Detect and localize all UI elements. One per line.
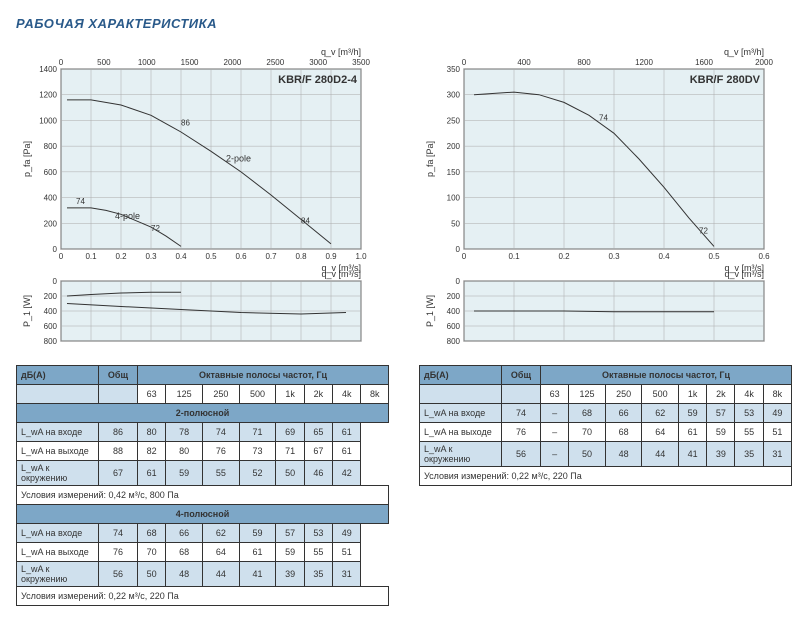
svg-text:0.6: 0.6 (235, 252, 247, 261)
svg-text:p_fa [Pa]: p_fa [Pa] (22, 141, 32, 177)
svg-text:q_v [m³/h]: q_v [m³/h] (321, 47, 361, 57)
svg-text:72: 72 (151, 224, 160, 233)
svg-text:74: 74 (76, 197, 85, 206)
svg-text:300: 300 (447, 91, 461, 100)
svg-text:0.2: 0.2 (558, 252, 570, 261)
svg-text:600: 600 (447, 322, 461, 331)
svg-text:200: 200 (44, 292, 58, 301)
svg-text:0: 0 (456, 277, 461, 286)
svg-text:0.1: 0.1 (85, 252, 97, 261)
svg-text:0.5: 0.5 (708, 252, 720, 261)
right-table: дБ(А)ОбщОктавные полосы частот, Гц631252… (419, 365, 792, 486)
svg-text:1500: 1500 (181, 58, 199, 67)
svg-text:1000: 1000 (138, 58, 156, 67)
svg-text:p_fa [Pa]: p_fa [Pa] (425, 141, 435, 177)
svg-text:350: 350 (447, 65, 461, 74)
svg-text:0: 0 (53, 245, 58, 254)
svg-text:0.3: 0.3 (145, 252, 157, 261)
left-column: 0 0.1 0.2 0.3 0.4 0.5 0.6 0.7 0.8 0.9 1.0 0 200 400 60… (16, 41, 389, 606)
svg-text:4-pole: 4-pole (115, 211, 140, 221)
svg-text:q_v [m³/s]: q_v [m³/s] (321, 269, 361, 279)
svg-text:400: 400 (517, 58, 531, 67)
svg-text:250: 250 (447, 116, 461, 125)
svg-text:800: 800 (577, 58, 591, 67)
svg-text:0: 0 (462, 252, 467, 261)
svg-text:0.1: 0.1 (508, 252, 520, 261)
svg-text:72: 72 (699, 227, 708, 236)
svg-text:2500: 2500 (266, 58, 284, 67)
svg-text:0.6: 0.6 (758, 252, 770, 261)
right-chart: 0 0.1 0.2 0.3 0.4 0.5 0.6 0 50 100 150 200 250 300 350… (419, 41, 779, 351)
svg-text:2000: 2000 (224, 58, 242, 67)
svg-text:P_1 [W]: P_1 [W] (425, 295, 435, 327)
left-chart-wrap: 0 0.1 0.2 0.3 0.4 0.5 0.6 0.7 0.8 0.9 1.0 0 200 400 60… (16, 41, 389, 351)
svg-text:3000: 3000 (309, 58, 327, 67)
svg-text:KBR/F 280DV: KBR/F 280DV (690, 74, 761, 86)
svg-text:0: 0 (59, 252, 64, 261)
svg-text:400: 400 (44, 194, 58, 203)
right-column: 0 0.1 0.2 0.3 0.4 0.5 0.6 0 50 100 150 200 250 300 350… (419, 41, 792, 606)
svg-text:1000: 1000 (39, 116, 57, 125)
svg-text:200: 200 (447, 142, 461, 151)
page-title: РАБОЧАЯ ХАРАКТЕРИСТИКА (16, 16, 792, 31)
svg-text:800: 800 (44, 337, 58, 346)
svg-text:84: 84 (301, 216, 310, 225)
svg-text:0: 0 (456, 245, 461, 254)
svg-text:50: 50 (451, 219, 460, 228)
svg-text:100: 100 (447, 194, 461, 203)
right-chart-wrap: 0 0.1 0.2 0.3 0.4 0.5 0.6 0 50 100 150 200 250 300 350… (419, 41, 792, 351)
svg-text:0: 0 (59, 58, 64, 67)
svg-text:0: 0 (462, 58, 467, 67)
svg-text:1200: 1200 (39, 91, 57, 100)
svg-text:q_v [m³/h]: q_v [m³/h] (724, 47, 764, 57)
svg-text:200: 200 (447, 292, 461, 301)
svg-text:1600: 1600 (695, 58, 713, 67)
svg-text:150: 150 (447, 168, 461, 177)
svg-text:1.0: 1.0 (355, 252, 367, 261)
svg-text:0.4: 0.4 (658, 252, 670, 261)
svg-text:800: 800 (44, 142, 58, 151)
svg-text:400: 400 (44, 307, 58, 316)
svg-text:600: 600 (44, 322, 58, 331)
svg-text:q_v [m³/s]: q_v [m³/s] (724, 269, 764, 279)
svg-text:0.8: 0.8 (295, 252, 307, 261)
svg-text:500: 500 (97, 58, 111, 67)
svg-text:400: 400 (447, 307, 461, 316)
svg-text:0: 0 (53, 277, 58, 286)
svg-text:P_1 [W]: P_1 [W] (22, 295, 32, 327)
svg-text:0.2: 0.2 (115, 252, 127, 261)
svg-text:3500: 3500 (352, 58, 370, 67)
svg-text:0.7: 0.7 (265, 252, 277, 261)
svg-text:2-pole: 2-pole (226, 154, 251, 164)
svg-text:0.9: 0.9 (325, 252, 337, 261)
svg-text:2000: 2000 (755, 58, 773, 67)
svg-text:200: 200 (44, 219, 58, 228)
svg-text:1400: 1400 (39, 65, 57, 74)
svg-text:KBR/F 280D2-4: KBR/F 280D2-4 (278, 74, 358, 86)
columns: 0 0.1 0.2 0.3 0.4 0.5 0.6 0.7 0.8 0.9 1.0 0 200 400 60… (16, 41, 792, 606)
svg-text:800: 800 (447, 337, 461, 346)
svg-text:74: 74 (599, 113, 608, 122)
svg-text:0.5: 0.5 (205, 252, 217, 261)
left-chart: 0 0.1 0.2 0.3 0.4 0.5 0.6 0.7 0.8 0.9 1.0 0 200 400 60… (16, 41, 376, 351)
svg-text:86: 86 (181, 119, 190, 128)
svg-text:1200: 1200 (635, 58, 653, 67)
left-table: дБ(А)ОбщОктавные полосы частот, Гц631252… (16, 365, 389, 606)
svg-text:0.4: 0.4 (175, 252, 187, 261)
svg-text:0.3: 0.3 (608, 252, 620, 261)
svg-text:600: 600 (44, 168, 58, 177)
